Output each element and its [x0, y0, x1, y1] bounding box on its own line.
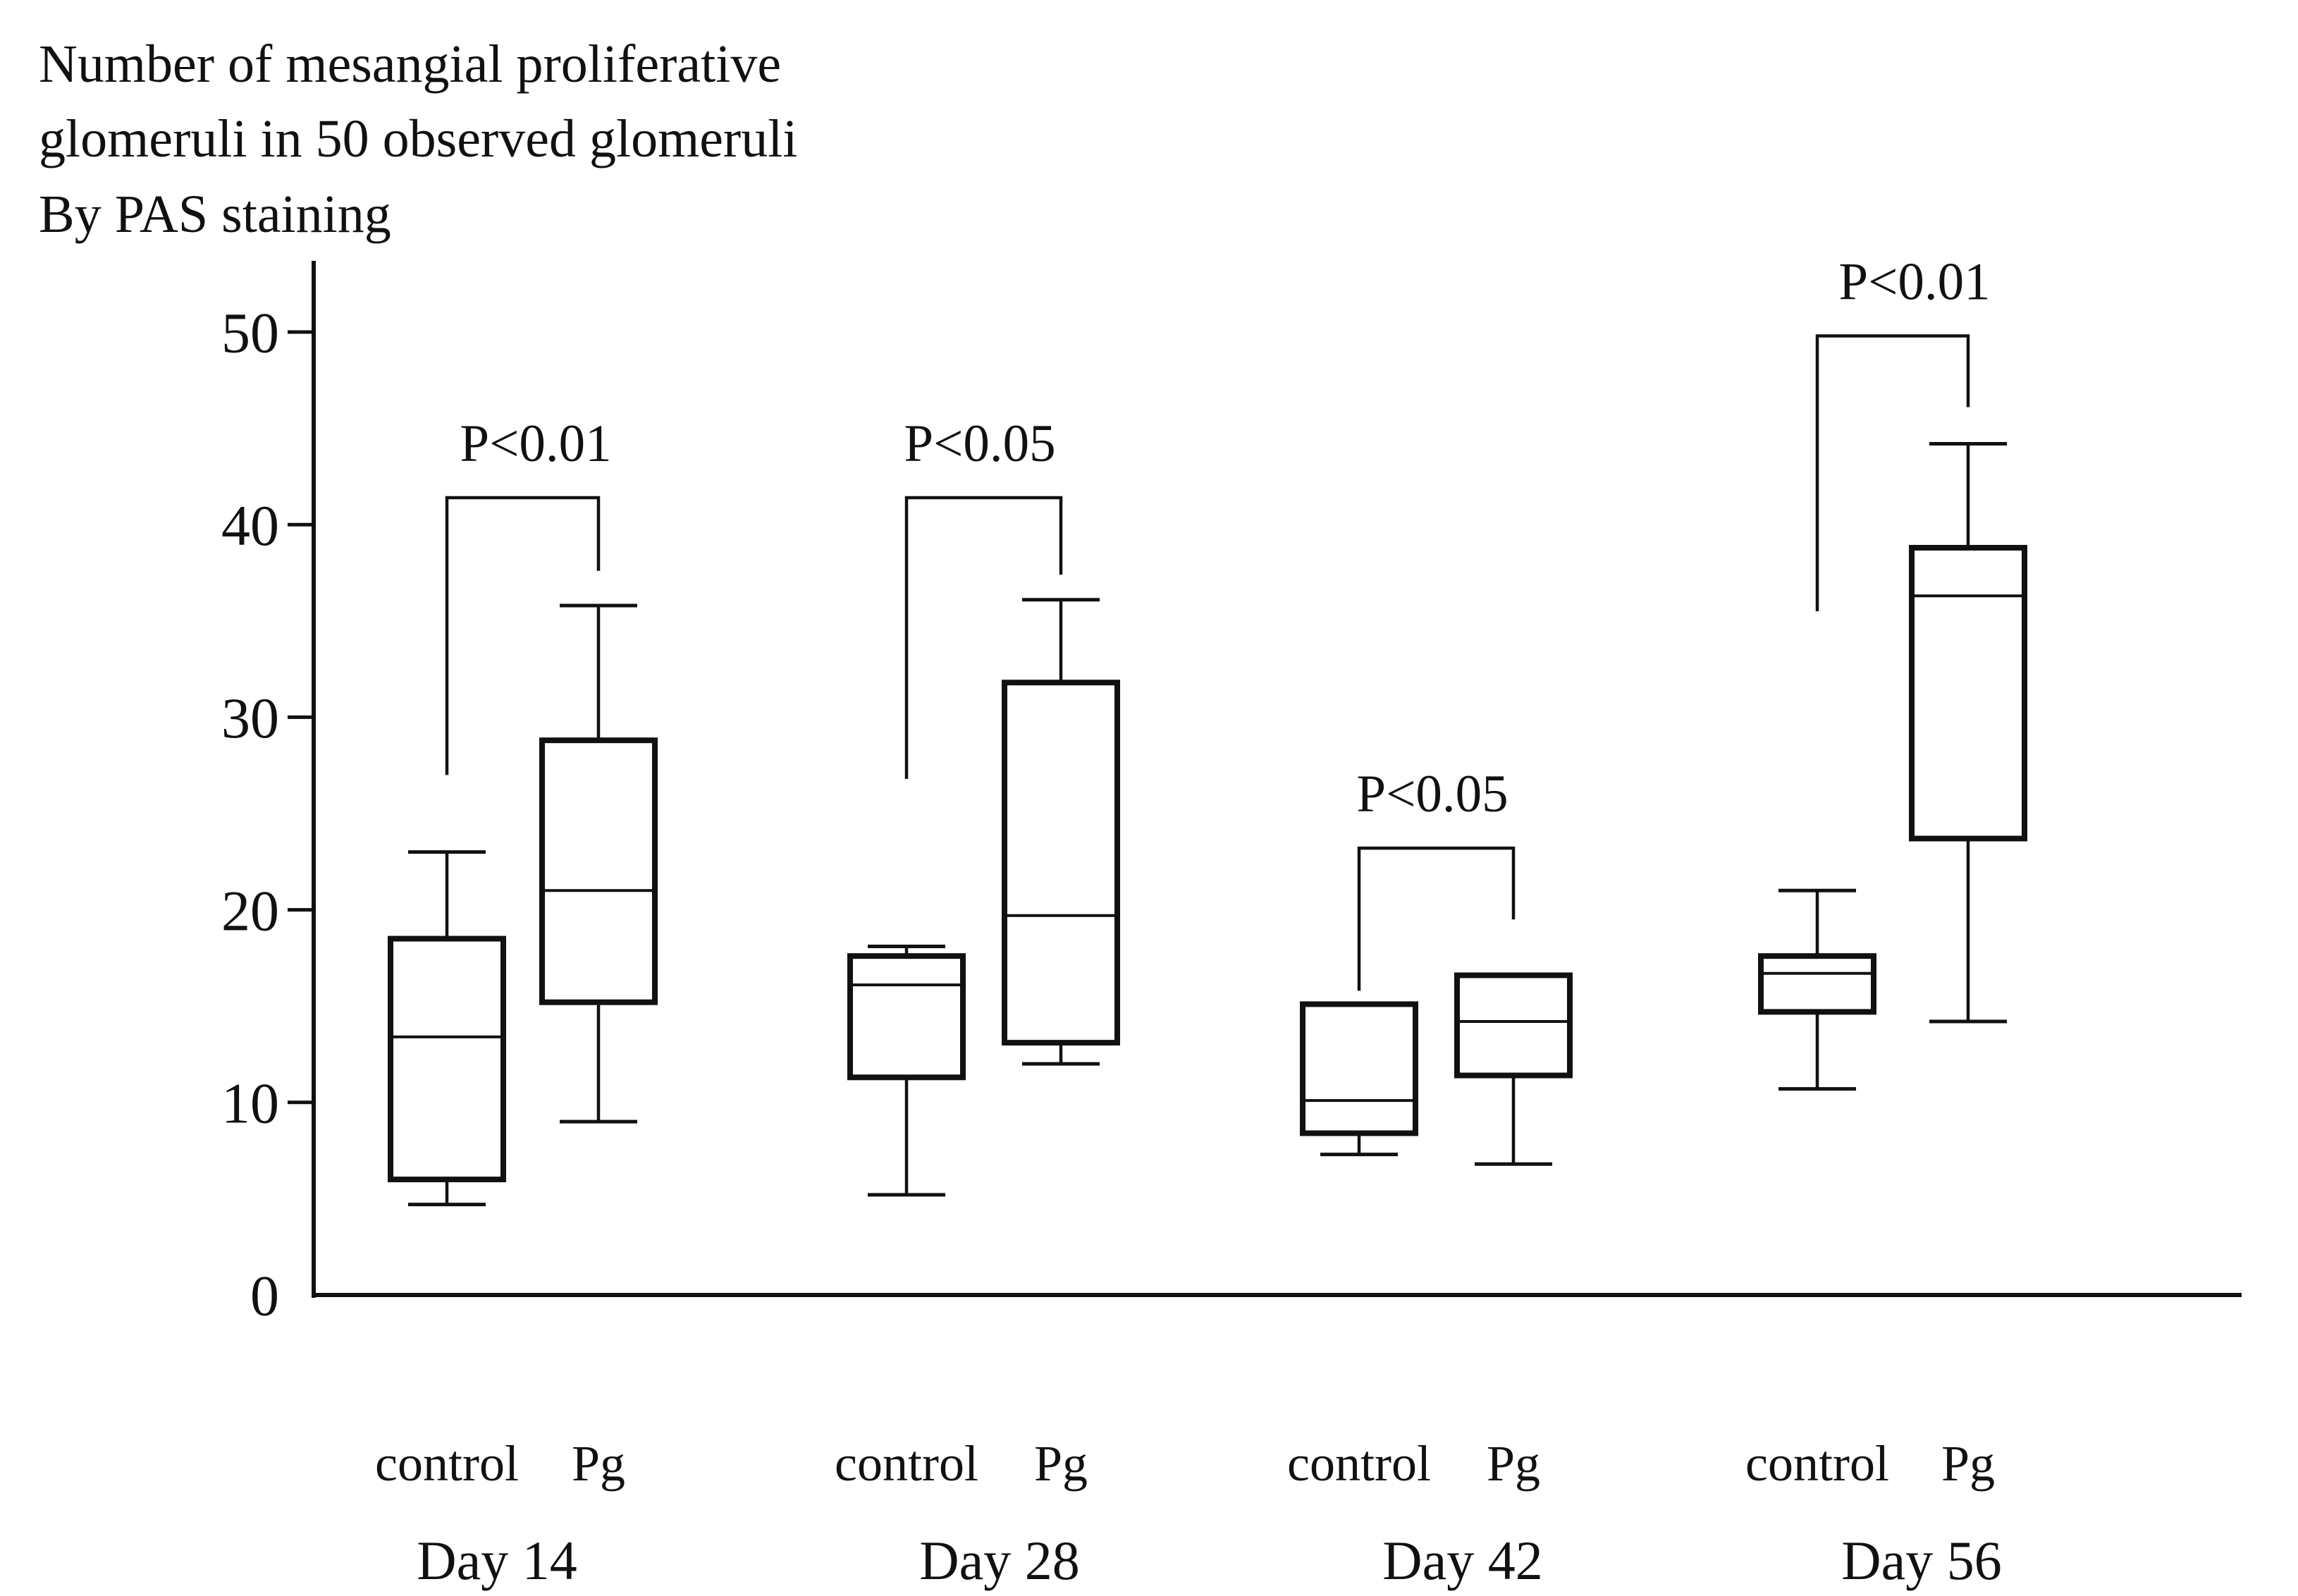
box-Pg-day-28 [1002, 680, 1120, 1046]
box-Pg-day-42 [1454, 972, 1573, 1079]
x-label-control-day-28: control [835, 1435, 978, 1492]
significance-bracket-day-42 [1357, 846, 1516, 991]
significance-bracket-day-56 [1815, 334, 1970, 612]
x-label-control-day-42: control [1287, 1435, 1431, 1492]
x-label-Pg-day-56: Pg [1941, 1435, 1995, 1492]
p-value-label-day-42: P<0.05 [1356, 765, 1508, 823]
day-label-day-56: Day 56 [1841, 1530, 2001, 1591]
x-label-Pg-day-14: Pg [572, 1435, 625, 1492]
y-tick-label: 50 [221, 301, 279, 365]
day-label-day-42: Day 42 [1382, 1530, 1542, 1591]
box-Pg-day-14 [539, 737, 658, 1005]
box-Pg-day-56 [1909, 544, 2027, 842]
day-label-day-14: Day 14 [417, 1530, 577, 1591]
y-tick-label: 0 [250, 1264, 279, 1328]
significance-bracket-day-28 [904, 496, 1063, 779]
y-tick-label: 40 [221, 493, 279, 558]
y-tick-label: 20 [221, 878, 279, 943]
box-control-day-28 [847, 953, 966, 1081]
box-control-day-56 [1758, 953, 1876, 1015]
chart-title: Number of mesangial proliferative glomer… [39, 35, 798, 244]
p-value-label-day-56: P<0.01 [1838, 252, 1990, 311]
day-label-day-28: Day 28 [919, 1530, 1079, 1591]
p-value-label-day-28: P<0.05 [904, 415, 1055, 473]
significance-bracket-day-14 [445, 496, 601, 775]
y-tick-label: 30 [221, 686, 279, 750]
x-label-control-day-14: control [375, 1435, 519, 1492]
p-value-label-day-14: P<0.01 [460, 415, 611, 473]
x-label-Pg-day-42: Pg [1487, 1435, 1540, 1492]
box-control-day-14 [388, 935, 506, 1183]
x-label-Pg-day-28: Pg [1034, 1435, 1088, 1492]
x-label-control-day-56: control [1745, 1435, 1889, 1492]
y-tick-label: 10 [221, 1072, 279, 1136]
box-control-day-42 [1300, 1001, 1418, 1136]
